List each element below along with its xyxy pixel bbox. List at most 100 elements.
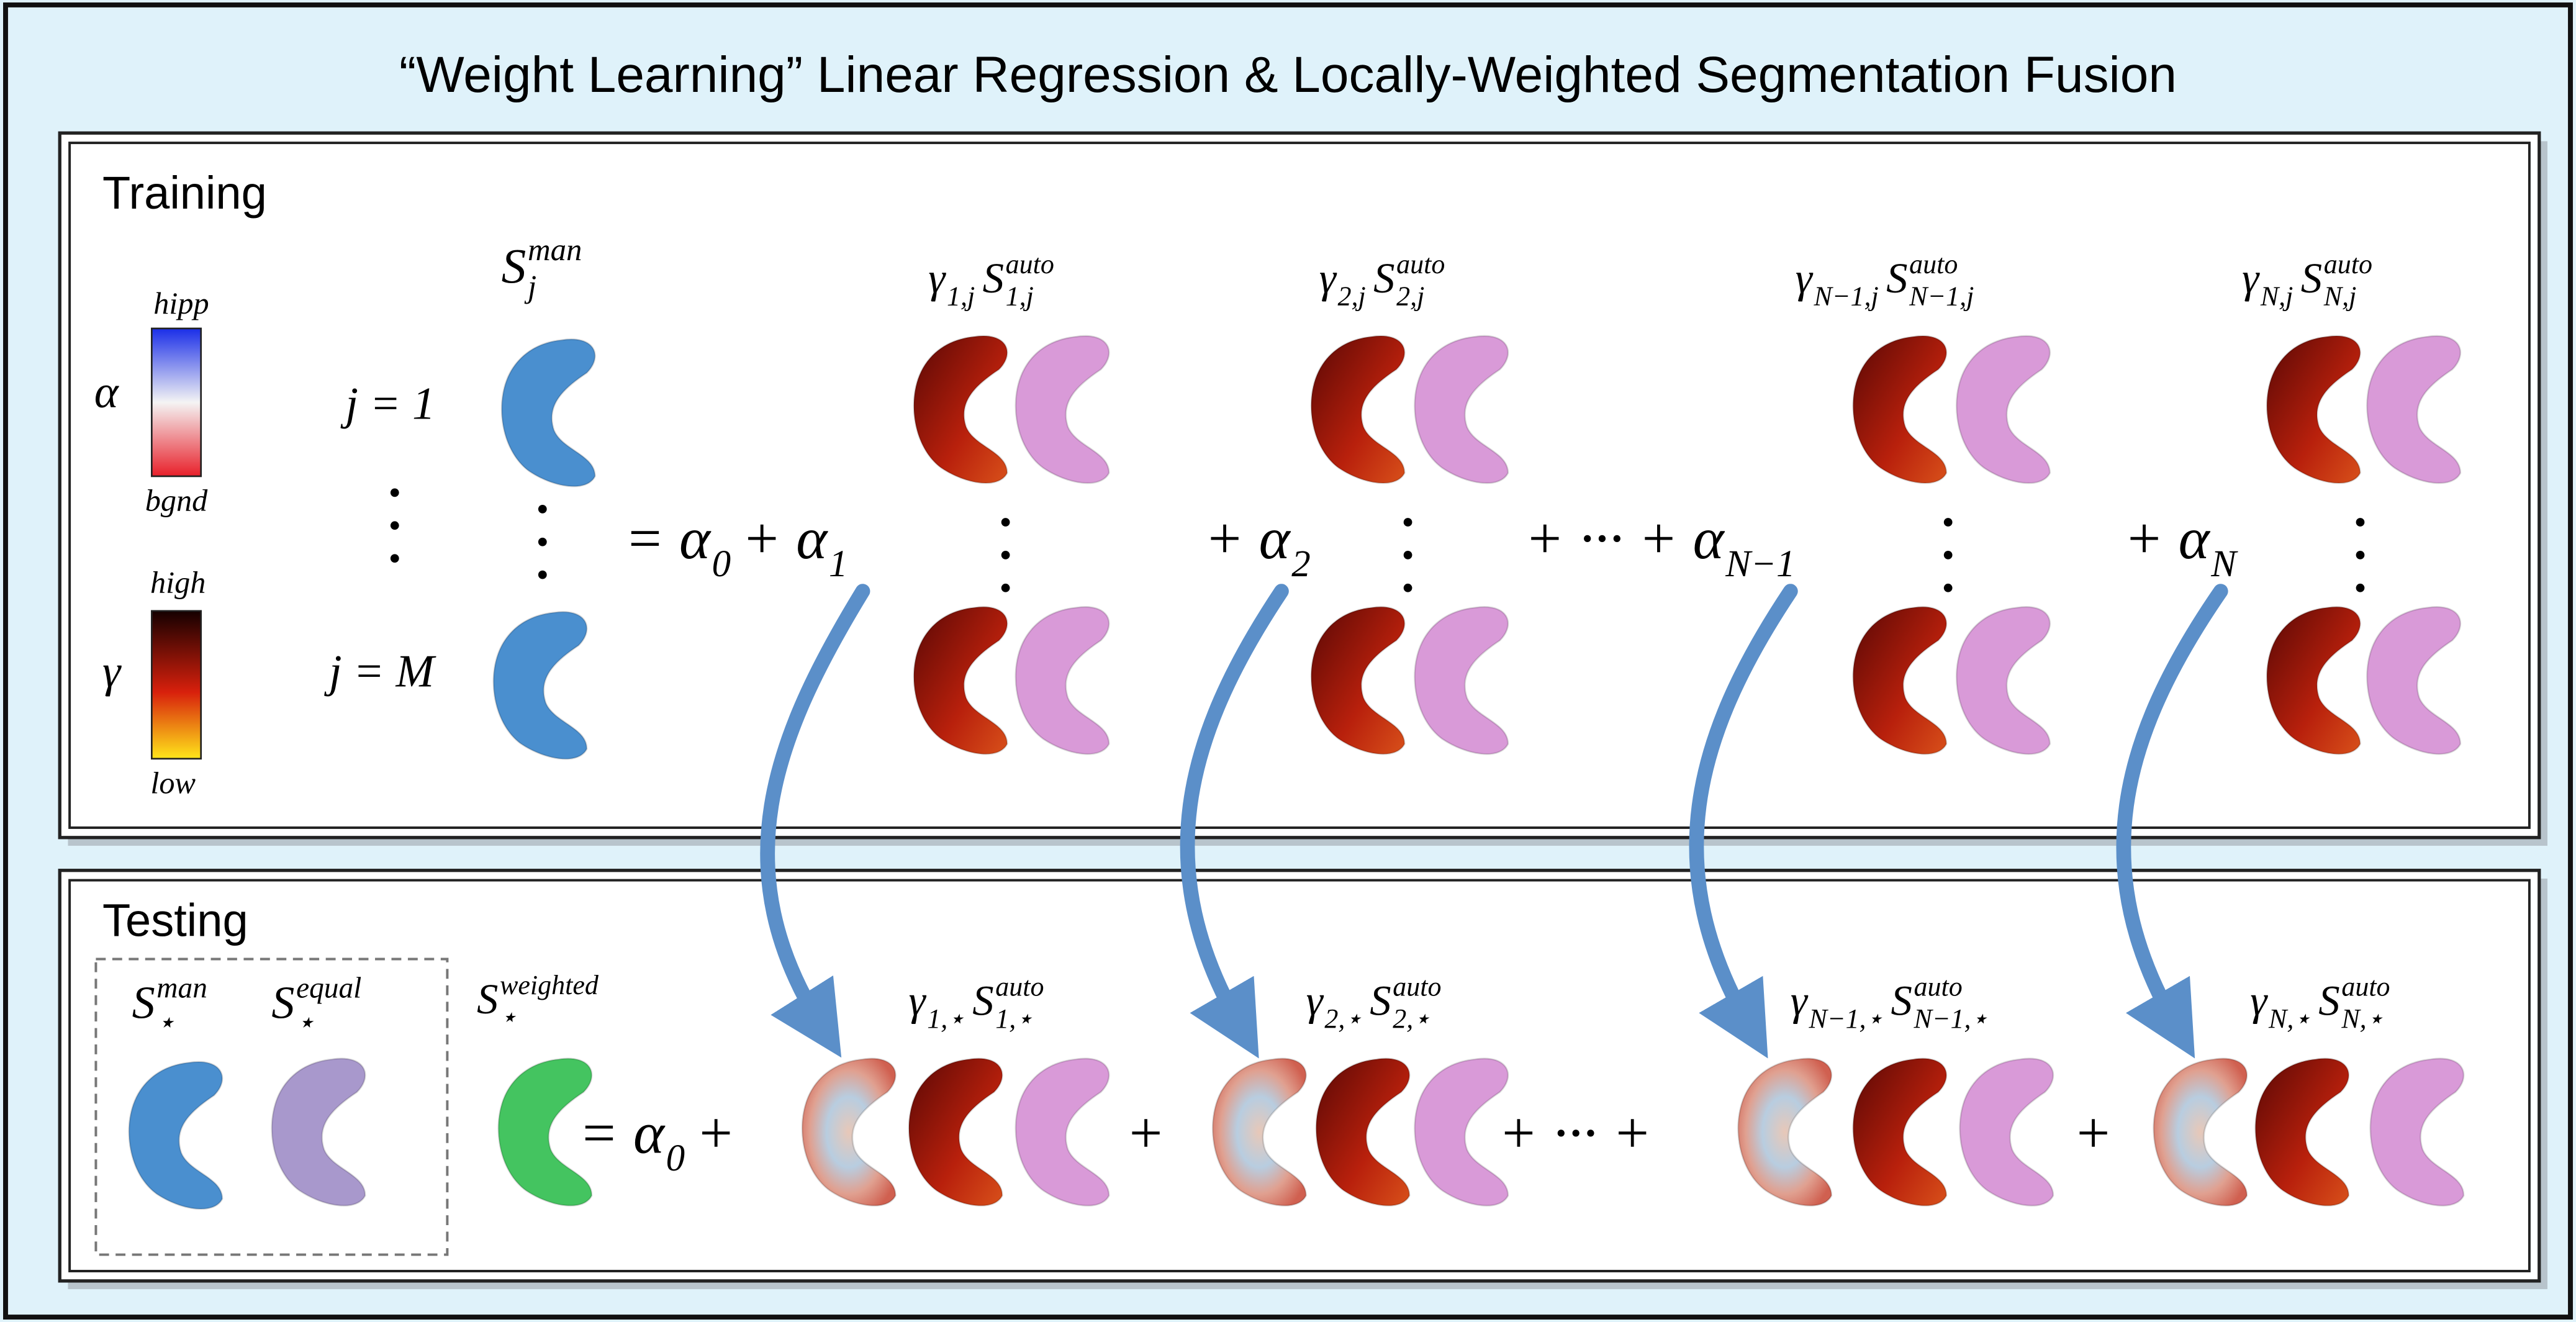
math-subscript: 2,⋆ [1393, 1003, 1430, 1034]
vertical-dots [391, 554, 399, 563]
math-text: S [2301, 255, 2322, 302]
math-subscript: N [2210, 543, 2238, 585]
math-text: + [695, 1100, 735, 1166]
math-superscript: equal [296, 972, 361, 1004]
math-superscript: man [156, 972, 207, 1004]
legend-label: bgnd [145, 483, 208, 518]
math-subscript: 2,j [1337, 281, 1365, 311]
math-subscript: N,⋆ [2268, 1003, 2311, 1034]
math-subscript: N,⋆ [2341, 1003, 2384, 1034]
math-subscript: N,j [2260, 281, 2294, 311]
math-superscript: auto [2341, 971, 2390, 1002]
math-subscript: 0 [666, 1138, 685, 1179]
math-text: γ [909, 977, 927, 1024]
page: { "title": "“Weight Learning” Linear Reg… [0, 0, 2576, 1322]
training-panel [60, 133, 2539, 838]
math-subscript: N−1,⋆ [1809, 1003, 1884, 1034]
math-text: γ [2250, 977, 2268, 1024]
vertical-dots [1001, 518, 1010, 527]
math-text: S [502, 239, 526, 294]
vertical-dots [2356, 518, 2365, 527]
math-text: + α [2124, 505, 2211, 571]
math-superscript: man [528, 232, 582, 267]
vertical-dots [391, 521, 399, 530]
math-subscript: N−1,j [1813, 281, 1878, 311]
math-subscript: 1,j [1006, 281, 1034, 311]
math-text: S [477, 976, 498, 1023]
legend-symbol: γ [102, 646, 122, 697]
math-superscript: auto [1396, 249, 1445, 279]
legend-symbol: α [94, 367, 120, 418]
math-text: S [2318, 977, 2339, 1024]
math-text: + [2073, 1100, 2113, 1166]
math-subscript: N,j [2323, 281, 2357, 311]
math-text: = α [625, 505, 712, 571]
legend-label: low [150, 765, 196, 800]
math-text: S [132, 978, 155, 1029]
vertical-dots [1944, 584, 1953, 592]
math-subscript: N−1,⋆ [1914, 1003, 1989, 1034]
math-superscript: auto [995, 971, 1044, 1002]
vertical-dots [1404, 551, 1412, 559]
math-subscript: ⋆ [296, 1007, 315, 1039]
math-subscript: 1,j [947, 281, 975, 311]
math-text: S [1891, 977, 1912, 1024]
vertical-dots [1944, 518, 1953, 527]
math-superscript: weighted [500, 970, 599, 1000]
vertical-dots [2356, 584, 2365, 592]
row-label: j = 1 [340, 378, 435, 429]
math-text: γ [1319, 255, 1337, 302]
vertical-dots [1001, 551, 1010, 559]
math-superscript: auto [1909, 249, 1958, 279]
math-subscript: N−1,j [1909, 281, 1974, 311]
math-text: γ [1306, 977, 1324, 1024]
vertical-dots [1404, 584, 1412, 592]
math-superscript: auto [1006, 249, 1054, 279]
math-text: S [1886, 255, 1907, 302]
math-subscript: 1,⋆ [995, 1003, 1033, 1034]
math-text: + α [1204, 505, 1291, 571]
math-subscript: 1 [829, 543, 847, 585]
math-subscript: 0 [712, 543, 731, 585]
math-text: S [271, 978, 294, 1029]
math-text: + [1126, 1100, 1165, 1166]
testing-label: Testing [102, 894, 248, 946]
math-text: + ··· + [1498, 1100, 1652, 1166]
alpha-colorbar [151, 328, 201, 476]
math-text: S [972, 977, 993, 1024]
vertical-dots [2356, 551, 2365, 559]
training-label: Training [102, 167, 267, 219]
math-text: S [983, 255, 1004, 302]
math-text: γ [2242, 255, 2260, 302]
legend-label: high [150, 565, 206, 600]
math-subscript: ⋆ [156, 1007, 175, 1039]
math-subscript: 1,⋆ [927, 1003, 965, 1034]
math-subscript: N−1 [1725, 543, 1795, 585]
math-text: + ··· + α [1524, 505, 1725, 571]
math-superscript: auto [1393, 971, 1441, 1002]
vertical-dots [1001, 584, 1010, 592]
math-superscript: auto [2324, 249, 2372, 279]
vertical-dots [391, 489, 399, 497]
math-superscript: auto [1914, 971, 1963, 1002]
math-subscript: 2,⋆ [1324, 1003, 1362, 1034]
gamma-colorbar [151, 611, 201, 759]
vertical-dots [1404, 518, 1412, 527]
math-subscript: 2,j [1396, 281, 1424, 311]
vertical-dots [538, 571, 547, 579]
math-text: γ [1791, 977, 1809, 1024]
math-subscript: ⋆ [500, 1002, 517, 1032]
math-text: S [1373, 255, 1394, 302]
vertical-dots [538, 505, 547, 514]
math-text: γ [1796, 255, 1814, 302]
legend-label: hipp [153, 286, 209, 320]
vertical-dots [1944, 551, 1953, 559]
row-label: j = M [324, 646, 437, 697]
math-text: S [1370, 977, 1391, 1024]
math-text: = α [579, 1100, 666, 1166]
figure: “Weight Learning” Linear Regression & Lo… [0, 0, 2576, 1322]
math-subscript: 2 [1291, 543, 1310, 585]
math-text: + α [741, 505, 828, 571]
vertical-dots [538, 538, 547, 546]
math-text: γ [928, 255, 946, 302]
